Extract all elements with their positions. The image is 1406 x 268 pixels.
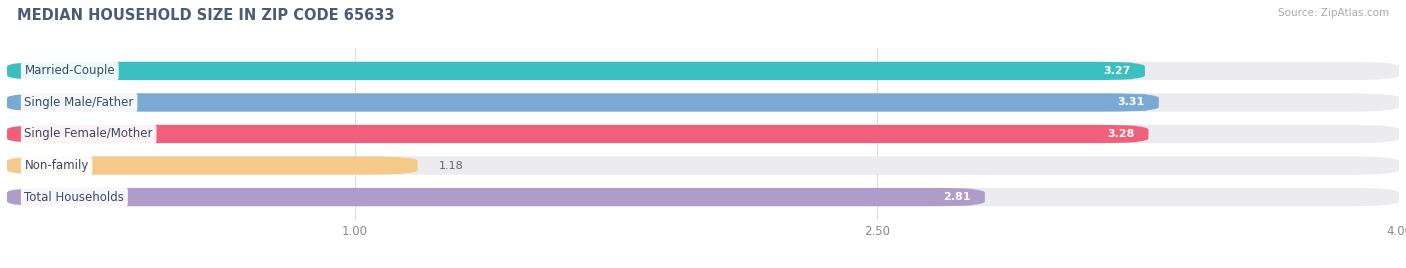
Text: Source: ZipAtlas.com: Source: ZipAtlas.com [1278, 8, 1389, 18]
Text: Single Female/Mother: Single Female/Mother [24, 128, 153, 140]
Text: 1.18: 1.18 [439, 161, 464, 170]
Text: 3.31: 3.31 [1118, 98, 1144, 107]
FancyBboxPatch shape [7, 188, 1399, 206]
FancyBboxPatch shape [7, 93, 1159, 111]
FancyBboxPatch shape [7, 125, 1399, 143]
Text: 2.81: 2.81 [943, 192, 972, 202]
Text: Married-Couple: Married-Couple [24, 64, 115, 77]
Text: 3.27: 3.27 [1104, 66, 1130, 76]
FancyBboxPatch shape [7, 125, 1149, 143]
Text: Single Male/Father: Single Male/Father [24, 96, 134, 109]
FancyBboxPatch shape [7, 157, 418, 175]
FancyBboxPatch shape [7, 188, 984, 206]
FancyBboxPatch shape [7, 62, 1399, 80]
Text: 3.28: 3.28 [1107, 129, 1135, 139]
FancyBboxPatch shape [7, 62, 1144, 80]
Text: MEDIAN HOUSEHOLD SIZE IN ZIP CODE 65633: MEDIAN HOUSEHOLD SIZE IN ZIP CODE 65633 [17, 8, 394, 23]
Text: Total Households: Total Households [24, 191, 124, 204]
FancyBboxPatch shape [7, 157, 1399, 175]
FancyBboxPatch shape [7, 93, 1399, 111]
Text: Non-family: Non-family [24, 159, 89, 172]
